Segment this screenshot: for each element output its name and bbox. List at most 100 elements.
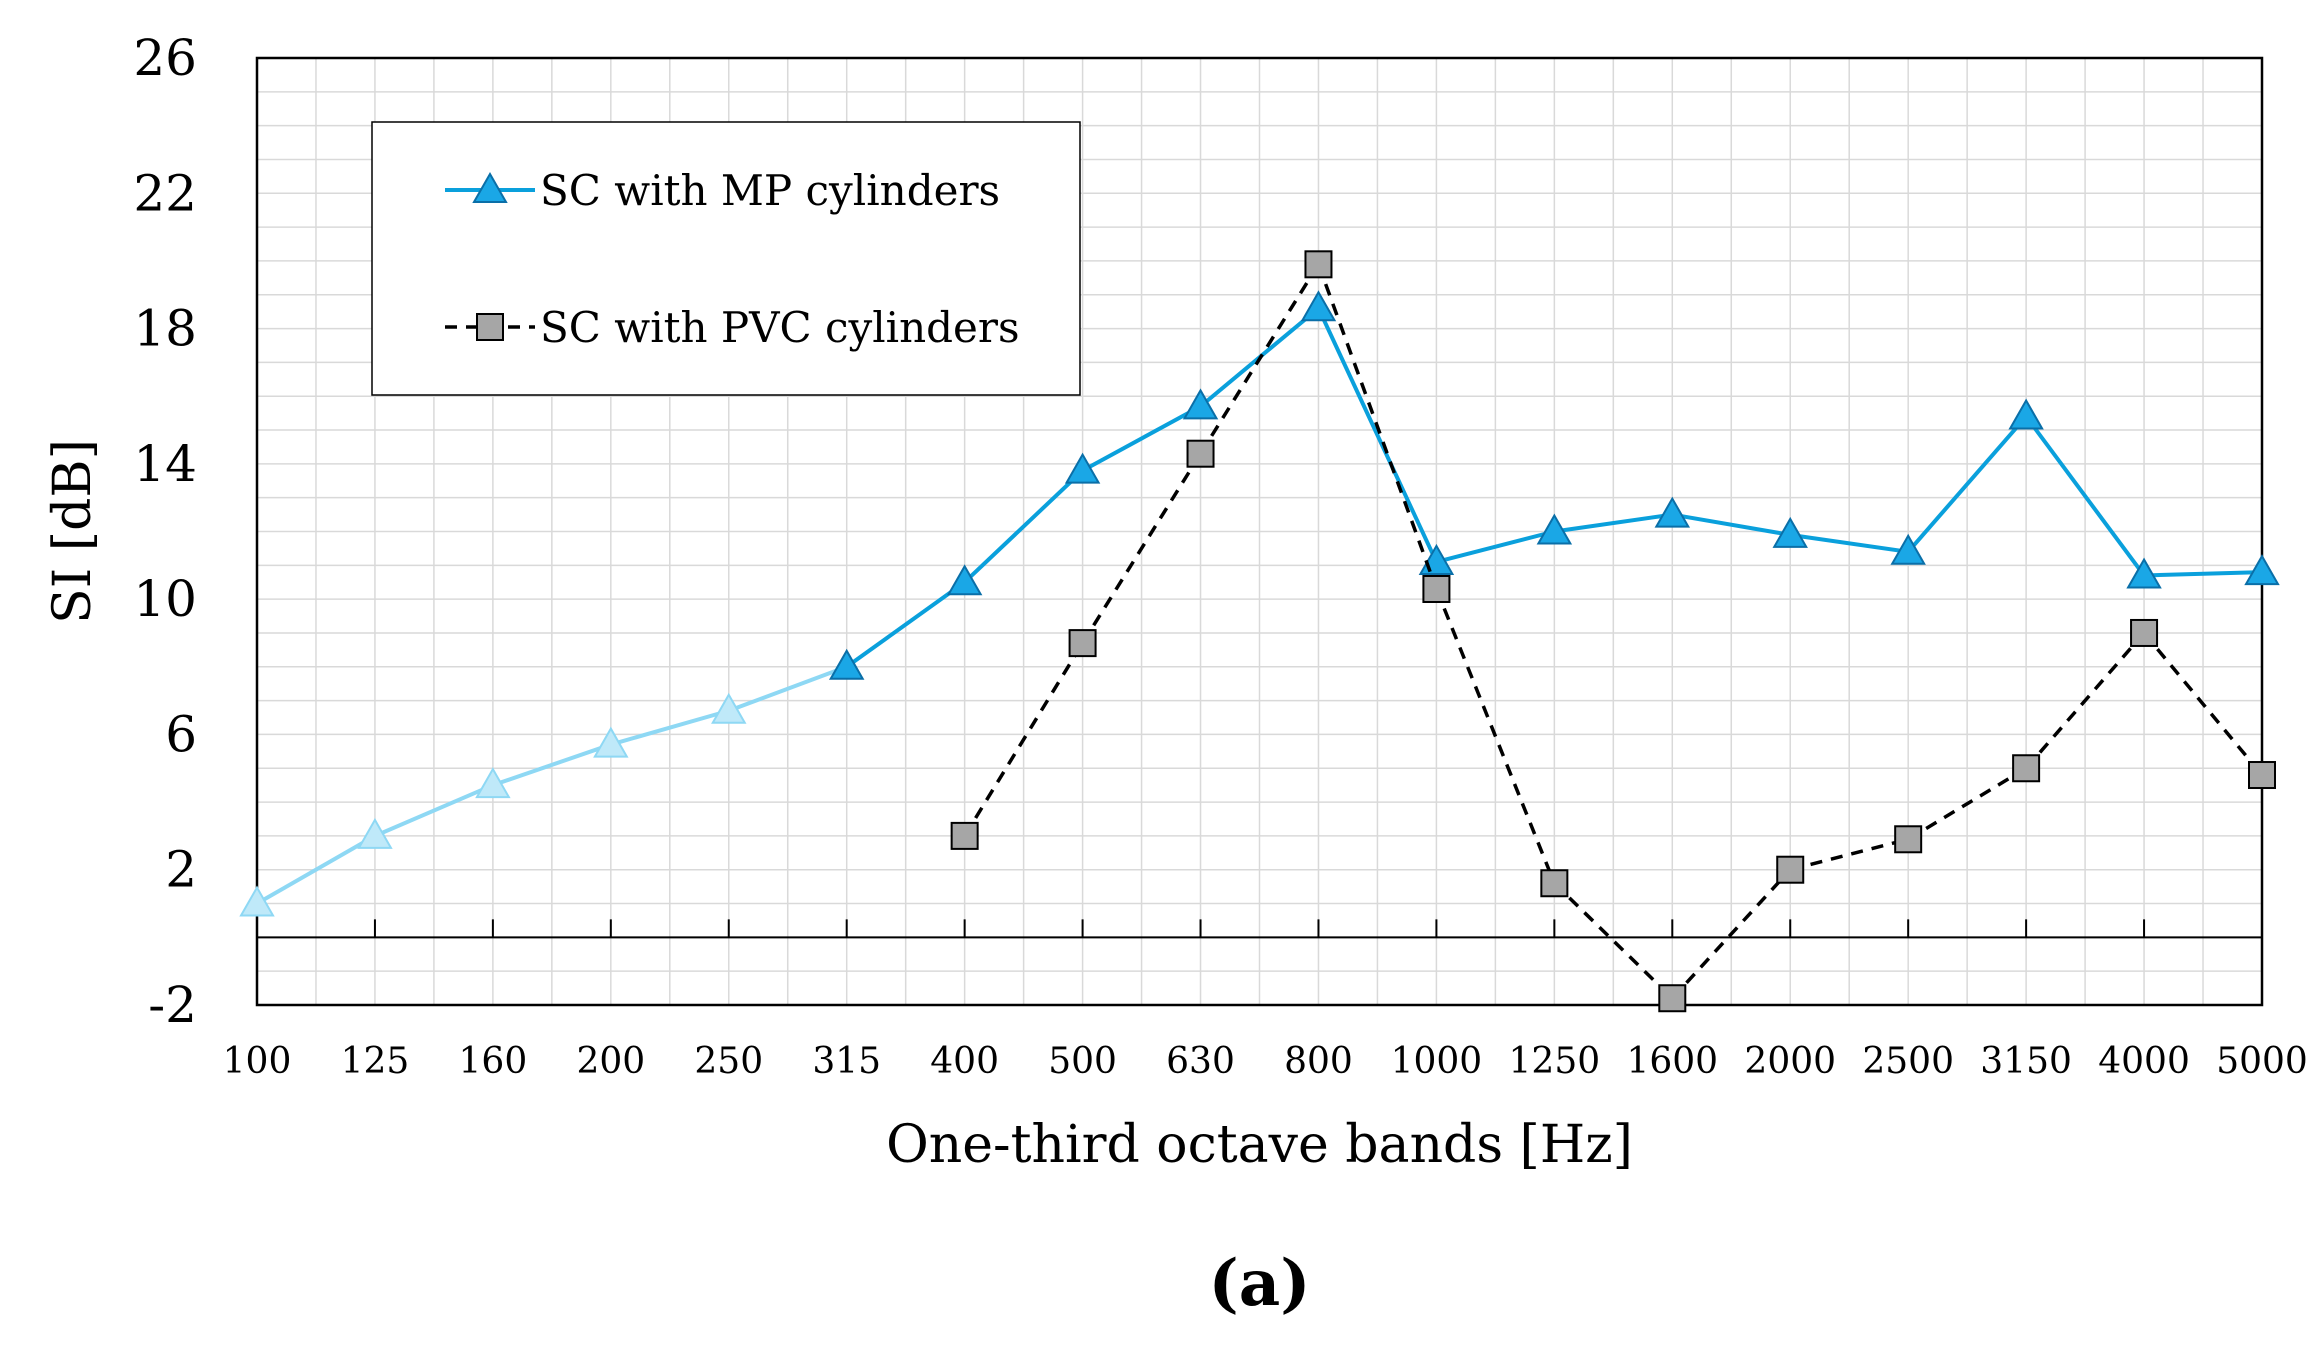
y-axis-title: SI [dB] xyxy=(43,439,103,624)
mp-data-point xyxy=(711,692,747,724)
y-tick-label: 10 xyxy=(133,570,197,628)
x-tick-labels: 100 125 160 200 250 315 400 500 630 800 1000 1250 16… xyxy=(223,1041,2308,1082)
series-layer xyxy=(239,250,2280,1013)
mp-data-point xyxy=(1772,516,1808,548)
pvc-series-line-segment xyxy=(1907,766,2028,841)
series-pvc-cylinders xyxy=(950,250,2276,1013)
mp-data-point xyxy=(1536,513,1573,545)
plot-frame xyxy=(255,56,2264,1007)
x-tick-label: 160 xyxy=(459,1041,528,1082)
series-mp-cylinders xyxy=(239,290,2280,917)
y-tick-label: 26 xyxy=(133,29,197,87)
x-tick-label: 800 xyxy=(1284,1041,1353,1082)
x-tick-label: 3150 xyxy=(1980,1041,2072,1082)
x-tick-label: 315 xyxy=(812,1041,881,1082)
mp-series-line-segment xyxy=(1906,415,2028,554)
mp-data-point xyxy=(2126,557,2162,589)
x-tick-label: 100 xyxy=(223,1041,292,1082)
mp-data-point xyxy=(239,885,275,917)
mp-series-line-segment xyxy=(492,742,612,788)
mp-series-line-segment xyxy=(1081,404,1202,473)
mp-series-line-segment xyxy=(1435,529,1555,564)
mp-series-line-segment xyxy=(610,708,730,747)
mp-data-point xyxy=(828,648,865,680)
legend-entry-mp: SC with MP cylinders xyxy=(445,166,1000,215)
legend-items: SC with MP cylinders SC with PVC cylinder… xyxy=(445,166,1020,352)
x-tick-label: 400 xyxy=(930,1041,999,1082)
pvc-series-line-segment xyxy=(1199,263,1320,455)
mp-series-line-segment xyxy=(256,834,376,906)
x-tick-label: 125 xyxy=(341,1041,410,1082)
mp-data-point xyxy=(946,564,983,596)
legend-marker-pvc xyxy=(476,313,504,341)
mp-data-point xyxy=(475,767,511,799)
mp-series-line-segment xyxy=(1789,532,1909,554)
x-tick-marks xyxy=(256,919,2263,938)
mp-data-point xyxy=(593,726,629,758)
legend-box xyxy=(371,121,1081,396)
mp-data-point xyxy=(1064,452,1101,484)
x-tick-label: 2000 xyxy=(1744,1041,1836,1082)
x-tick-label: 250 xyxy=(694,1041,763,1082)
pvc-data-point xyxy=(950,821,979,850)
y-tick-label: 2 xyxy=(165,841,197,899)
pvc-data-point xyxy=(1422,574,1451,603)
mp-series-line-segment xyxy=(963,469,1084,584)
y-tick-label: -2 xyxy=(148,976,197,1034)
pvc-data-point xyxy=(1540,869,1569,898)
pvc-data-point xyxy=(1304,250,1333,279)
legend: SC with MP cylinders SC with PVC cylinder… xyxy=(371,121,1081,396)
pvc-series-line-segment xyxy=(1553,881,1674,1000)
mp-data-point xyxy=(1182,388,1219,420)
mp-data-point xyxy=(2008,398,2044,430)
figure-caption: (a) xyxy=(1208,1246,1310,1321)
x-tick-label: 1600 xyxy=(1626,1041,1718,1082)
y-tick-label: 18 xyxy=(133,300,197,358)
pvc-series-line-segment xyxy=(1081,452,1203,645)
legend-label-mp: SC with MP cylinders xyxy=(540,166,1000,215)
mp-series-line-segment xyxy=(374,783,494,838)
mp-series-line-segment xyxy=(728,664,848,713)
pvc-data-point xyxy=(2248,761,2276,790)
pvc-series-line-segment xyxy=(1671,868,1792,1000)
mp-series-line-segment xyxy=(1316,307,1439,563)
pvc-data-point xyxy=(2130,618,2159,647)
pvc-data-point xyxy=(1068,629,1097,658)
x-tick-label: 200 xyxy=(576,1041,645,1082)
legend-label-pvc: SC with PVC cylinders xyxy=(540,303,1020,352)
x-tick-label: 5000 xyxy=(2216,1041,2308,1082)
x-tick-label: 500 xyxy=(1048,1041,1117,1082)
mp-series-line-segment xyxy=(1671,512,1791,537)
pvc-series-line-segment xyxy=(2024,631,2146,770)
x-axis-title: One-third octave bands [Hz] xyxy=(886,1115,1633,1175)
mp-series-line-segment xyxy=(845,580,966,669)
y-tick-label: 22 xyxy=(133,164,197,222)
legend-marker-mp xyxy=(472,171,508,203)
pvc-data-point xyxy=(2012,754,2041,783)
x-tick-label: 1000 xyxy=(1391,1041,1483,1082)
pvc-series-line-segment xyxy=(1434,588,1556,884)
x-tick-label: 1250 xyxy=(1509,1041,1601,1082)
mp-data-point xyxy=(2244,554,2280,586)
pvc-data-point xyxy=(1894,825,1923,854)
legend-entry-pvc: SC with PVC cylinders xyxy=(445,303,1020,352)
pvc-series-line-segment xyxy=(1316,263,1439,590)
y-tick-label: 6 xyxy=(165,705,197,763)
x-tick-label: 4000 xyxy=(2098,1041,2190,1082)
pvc-series-line-segment xyxy=(2142,631,2264,777)
x-tick-label: 2500 xyxy=(1862,1041,1954,1082)
mp-series-line-segment xyxy=(2024,415,2146,577)
mp-data-point xyxy=(1300,290,1337,322)
mp-data-point xyxy=(1890,533,1926,565)
x-tick-label: 630 xyxy=(1166,1041,1235,1082)
pvc-data-point xyxy=(1658,984,1687,1013)
pvc-data-point xyxy=(1186,439,1215,468)
mp-data-point xyxy=(357,817,393,849)
mp-series-line-segment xyxy=(1554,512,1673,534)
pvc-data-point xyxy=(1776,855,1805,884)
pvc-series-line-segment xyxy=(963,642,1085,837)
y-tick-label: 14 xyxy=(133,435,197,493)
mp-series-line-segment xyxy=(2144,570,2263,578)
